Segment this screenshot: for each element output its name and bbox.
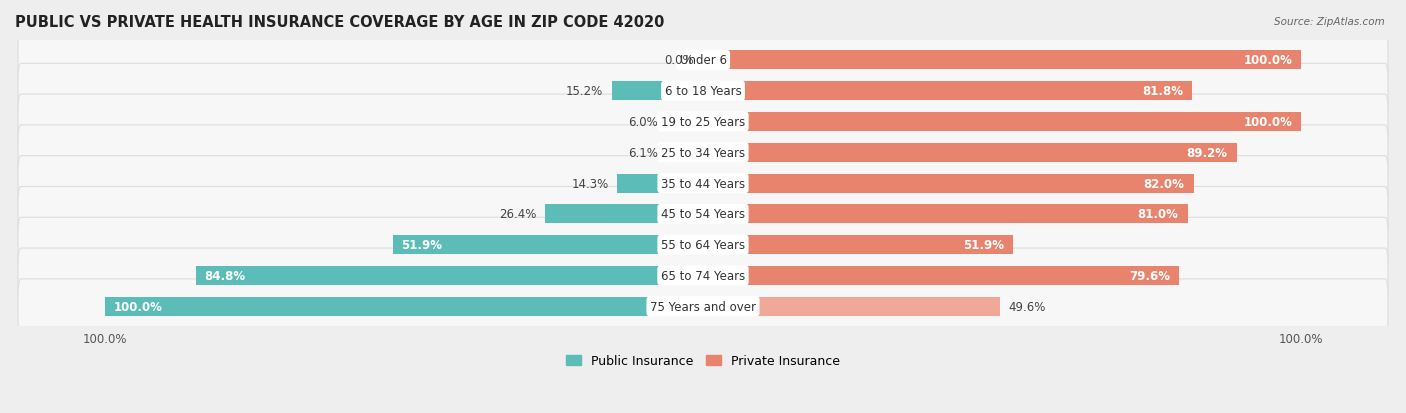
Bar bbox=[666, 113, 703, 132]
Text: 19 to 25 Years: 19 to 25 Years bbox=[661, 116, 745, 129]
Text: 100.0%: 100.0% bbox=[1243, 116, 1292, 129]
Text: 6.1%: 6.1% bbox=[627, 147, 658, 159]
Bar bbox=[195, 266, 703, 285]
Text: 14.3%: 14.3% bbox=[571, 177, 609, 190]
Text: 55 to 64 Years: 55 to 64 Years bbox=[661, 239, 745, 252]
Text: 6.0%: 6.0% bbox=[628, 116, 658, 129]
Text: 100.0%: 100.0% bbox=[114, 300, 163, 313]
Text: 82.0%: 82.0% bbox=[1143, 177, 1185, 190]
Bar bbox=[703, 235, 1014, 255]
Text: 81.8%: 81.8% bbox=[1143, 85, 1184, 98]
Text: 35 to 44 Years: 35 to 44 Years bbox=[661, 177, 745, 190]
Bar bbox=[703, 266, 1180, 285]
Text: Under 6: Under 6 bbox=[679, 54, 727, 67]
Text: 26.4%: 26.4% bbox=[499, 208, 536, 221]
Text: 51.9%: 51.9% bbox=[402, 239, 443, 252]
Bar bbox=[703, 82, 1192, 101]
Text: 45 to 54 Years: 45 to 54 Years bbox=[661, 208, 745, 221]
Bar bbox=[703, 113, 1302, 132]
Text: 89.2%: 89.2% bbox=[1187, 147, 1227, 159]
Bar bbox=[703, 143, 1237, 162]
Text: 15.2%: 15.2% bbox=[565, 85, 603, 98]
FancyBboxPatch shape bbox=[18, 156, 1388, 211]
Text: 79.6%: 79.6% bbox=[1129, 269, 1170, 282]
Text: 84.8%: 84.8% bbox=[205, 269, 246, 282]
Bar bbox=[546, 205, 703, 224]
FancyBboxPatch shape bbox=[18, 95, 1388, 150]
Legend: Public Insurance, Private Insurance: Public Insurance, Private Insurance bbox=[561, 349, 845, 372]
Bar bbox=[617, 174, 703, 193]
Bar bbox=[703, 205, 1188, 224]
FancyBboxPatch shape bbox=[18, 64, 1388, 119]
FancyBboxPatch shape bbox=[18, 279, 1388, 334]
Bar bbox=[104, 297, 703, 316]
Bar bbox=[703, 297, 1000, 316]
FancyBboxPatch shape bbox=[18, 187, 1388, 242]
Text: 65 to 74 Years: 65 to 74 Years bbox=[661, 269, 745, 282]
Text: 49.6%: 49.6% bbox=[1008, 300, 1046, 313]
Bar bbox=[703, 174, 1194, 193]
Bar bbox=[392, 235, 703, 255]
FancyBboxPatch shape bbox=[18, 126, 1388, 180]
FancyBboxPatch shape bbox=[18, 33, 1388, 88]
Text: PUBLIC VS PRIVATE HEALTH INSURANCE COVERAGE BY AGE IN ZIP CODE 42020: PUBLIC VS PRIVATE HEALTH INSURANCE COVER… bbox=[15, 15, 665, 30]
Bar bbox=[666, 143, 703, 162]
Text: 6 to 18 Years: 6 to 18 Years bbox=[665, 85, 741, 98]
FancyBboxPatch shape bbox=[18, 249, 1388, 303]
FancyBboxPatch shape bbox=[18, 218, 1388, 273]
Text: 81.0%: 81.0% bbox=[1137, 208, 1178, 221]
Bar bbox=[703, 51, 1302, 70]
Text: 0.0%: 0.0% bbox=[665, 54, 695, 67]
Text: 25 to 34 Years: 25 to 34 Years bbox=[661, 147, 745, 159]
Text: Source: ZipAtlas.com: Source: ZipAtlas.com bbox=[1274, 17, 1385, 26]
Bar bbox=[612, 82, 703, 101]
Text: 51.9%: 51.9% bbox=[963, 239, 1004, 252]
Text: 100.0%: 100.0% bbox=[1243, 54, 1292, 67]
Text: 75 Years and over: 75 Years and over bbox=[650, 300, 756, 313]
